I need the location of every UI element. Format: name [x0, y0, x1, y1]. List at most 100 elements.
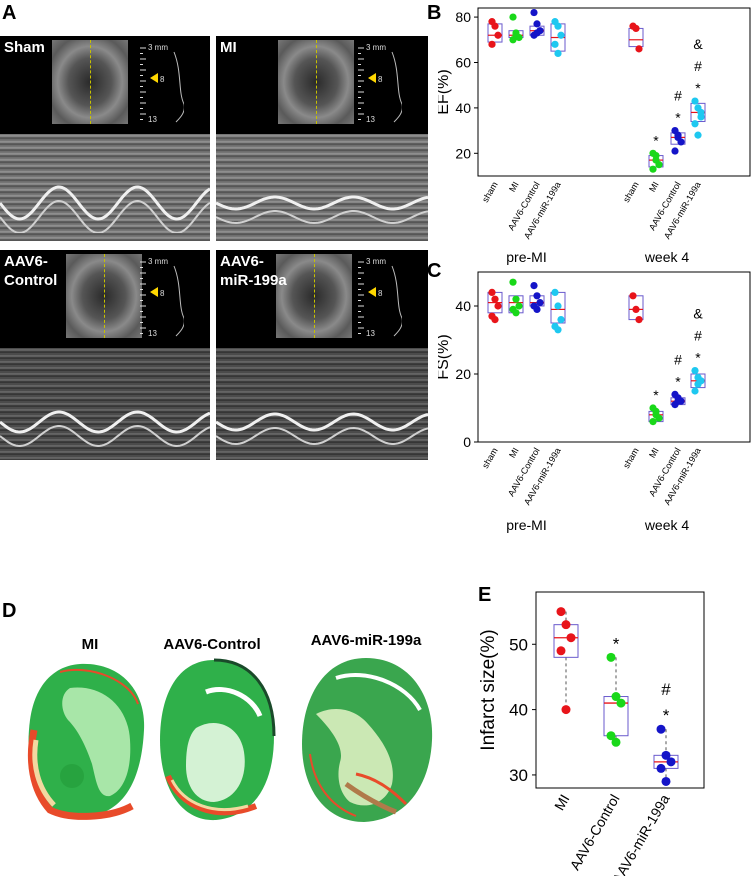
heart-section-mi	[27, 663, 145, 820]
data-point	[512, 309, 520, 317]
depth-scale: 3 mm 8 13	[140, 43, 184, 124]
scale-top-label: 3 mm	[148, 257, 168, 266]
data-point	[656, 724, 666, 734]
data-point	[491, 316, 499, 324]
y-axis-label: Infarct size(%)	[478, 629, 499, 750]
y-tick-label: 40	[509, 701, 528, 720]
data-point	[491, 22, 499, 30]
panel-letter-e: E	[478, 584, 492, 606]
significance-mark: #	[661, 680, 671, 699]
panel-letter-c: C	[427, 260, 442, 282]
x-tick-label: MI	[507, 180, 521, 194]
data-point	[533, 292, 541, 300]
heart-section-control	[160, 658, 276, 821]
data-point	[554, 302, 562, 310]
scale-bottom-label: 13	[366, 115, 375, 124]
data-point	[611, 737, 621, 747]
scale-mid-label: 8	[378, 289, 383, 298]
panel-letter-b: B	[427, 2, 442, 24]
data-point	[652, 151, 660, 160]
data-point	[554, 326, 562, 334]
data-point	[509, 13, 517, 21]
data-point	[635, 45, 643, 53]
data-point	[561, 620, 571, 630]
data-point	[632, 305, 640, 313]
data-point	[616, 698, 626, 708]
panel-letter-a: A	[2, 2, 17, 24]
data-point	[557, 31, 565, 39]
y-tick-label: 50	[509, 635, 528, 654]
data-point	[666, 757, 676, 767]
m-mode-strip	[216, 348, 428, 460]
m-mode-wall-motion	[0, 410, 210, 448]
data-point	[533, 305, 541, 313]
x-tick-label: sham	[621, 446, 641, 470]
significance-mark: *	[675, 373, 681, 389]
significance-mark: *	[695, 80, 701, 96]
x-tick-label: MI	[647, 180, 661, 194]
data-point	[494, 302, 502, 310]
echo-group-label: AAV6- Control	[4, 253, 58, 289]
data-point	[691, 97, 699, 105]
y-tick-label: 40	[455, 298, 471, 314]
data-point	[655, 161, 663, 169]
data-point	[488, 288, 496, 296]
data-point	[674, 133, 682, 142]
y-tick-label: 0	[463, 434, 471, 450]
data-point	[488, 40, 496, 48]
panel-letter-d: D	[2, 600, 17, 622]
echo-image-3: AAV6- miR-199a 3 mm 8 13	[216, 250, 428, 460]
data-point	[533, 20, 541, 28]
data-point	[691, 120, 699, 128]
group-label: pre-MI	[506, 249, 546, 265]
y-tick-label: 30	[509, 766, 528, 785]
data-point	[515, 302, 523, 310]
echo-image-2: AAV6- Control 3 mm 8 13	[0, 250, 210, 460]
heart-section-mir199a	[302, 658, 433, 822]
data-point	[530, 8, 538, 17]
data-point	[554, 49, 562, 58]
scale-mid-label: 8	[160, 75, 165, 84]
data-point	[606, 731, 616, 741]
data-point	[551, 288, 559, 296]
significance-mark: *	[695, 350, 701, 366]
data-point	[649, 418, 657, 426]
data-point	[655, 414, 663, 422]
data-point	[566, 633, 576, 643]
data-point	[494, 31, 502, 39]
x-tick-label: MI	[647, 446, 661, 460]
depth-scale: 3 mm 8 13	[358, 257, 402, 338]
data-point	[512, 295, 520, 303]
significance-mark: #	[674, 351, 682, 367]
depth-scale: 3 mm 8 13	[140, 257, 184, 338]
m-mode-wall-motion	[216, 412, 428, 446]
group-label: pre-MI	[506, 517, 546, 533]
data-point	[561, 705, 571, 715]
stain-title-mir199a: AAV6-miR-199a	[310, 632, 422, 649]
y-tick-label: 20	[455, 366, 471, 382]
m-mode-wall-motion	[216, 195, 428, 225]
x-tick-label: AAV6-Control	[566, 792, 622, 873]
data-point	[509, 278, 517, 286]
significance-mark: &	[693, 306, 703, 322]
scale-bottom-label: 13	[366, 329, 375, 338]
data-point	[671, 147, 679, 155]
stain-title-control: AAV6-Control	[163, 636, 261, 653]
data-point	[491, 295, 499, 303]
y-tick-label: 60	[455, 54, 471, 70]
data-point	[661, 776, 671, 786]
scale-bottom-label: 13	[148, 115, 157, 124]
echo-inset-image	[278, 40, 354, 124]
data-point	[674, 397, 682, 405]
data-point	[629, 292, 637, 300]
echo-group-label: MI	[220, 39, 237, 56]
plot-frame	[477, 271, 751, 443]
significance-mark: #	[694, 58, 702, 74]
data-point	[533, 29, 541, 37]
data-point	[656, 763, 666, 773]
data-point	[691, 387, 699, 395]
echo-group-label: Sham	[4, 39, 45, 56]
y-tick-label: 80	[455, 9, 471, 25]
